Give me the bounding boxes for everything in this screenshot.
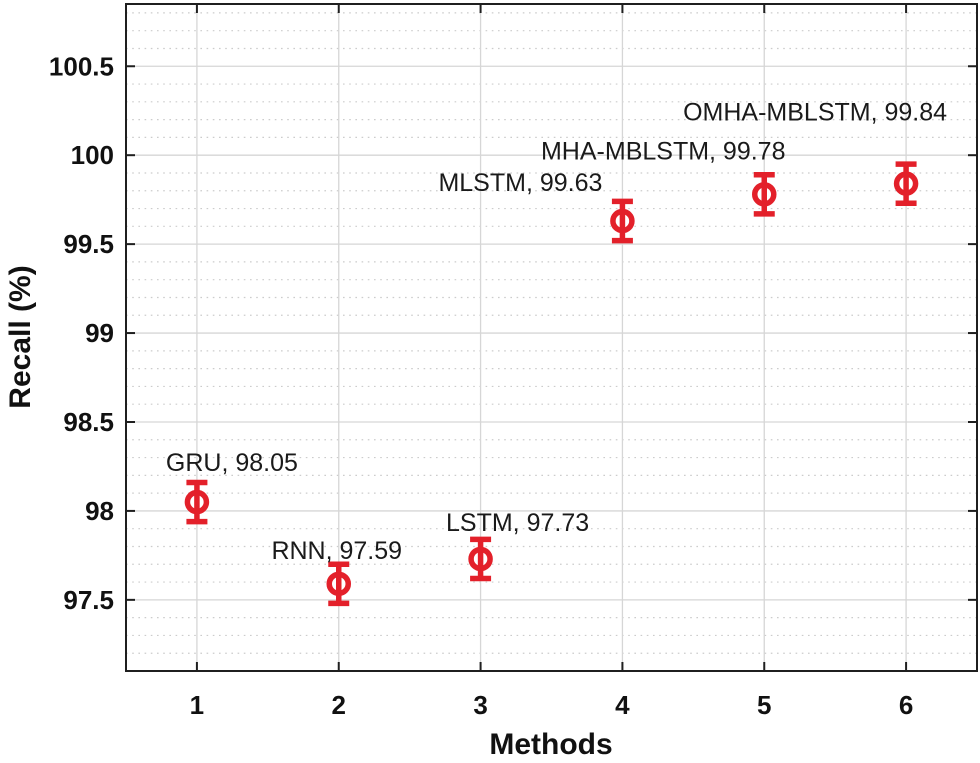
point-annotation: OMHA-MBLSTM, 99.84 <box>683 99 947 127</box>
data-point-rnn <box>326 561 351 607</box>
point-annotation: GRU, 98.05 <box>166 449 298 477</box>
data-point-lstm <box>468 536 493 582</box>
point-annotation: MHA-MBLSTM, 99.78 <box>541 137 786 165</box>
y-tick-label: 100 <box>71 140 114 170</box>
x-tick-label: 5 <box>757 690 771 720</box>
y-axis-title: Recall (%) <box>4 265 37 408</box>
x-axis-title: Methods <box>489 728 612 761</box>
annotation-layer: GRU, 98.05 RNN, 97.59 LSTM, 97.73 MLSTM, 99… <box>166 99 947 565</box>
x-tick-label: 1 <box>190 690 204 720</box>
axis-box <box>125 3 978 672</box>
x-tick-label: 2 <box>332 690 346 720</box>
series-layer <box>184 161 919 607</box>
y-tick-label: 99.5 <box>63 229 114 259</box>
data-point-omha-mblstm <box>893 161 919 206</box>
x-tick-label: 6 <box>899 690 913 720</box>
y-tick-label: 98 <box>85 496 114 526</box>
x-tick-label: 3 <box>473 690 487 720</box>
data-point-mlstm <box>610 198 635 244</box>
y-tick-label: 100.5 <box>49 51 114 81</box>
grid-layer <box>126 4 977 671</box>
y-tick-label: 99 <box>85 318 114 348</box>
axes-layer: 1 2 3 4 5 6 97.5 98 98.5 99 99.5 100 100.5 <box>49 3 978 720</box>
y-tick-label: 97.5 <box>63 585 114 615</box>
point-annotation: RNN, 97.59 <box>271 537 402 565</box>
data-point-gru <box>184 479 210 525</box>
point-annotation: LSTM, 97.73 <box>446 509 589 537</box>
y-tick-label: 98.5 <box>63 407 114 437</box>
data-point-mha-mblstm <box>752 172 777 217</box>
x-tick-label: 4 <box>615 690 630 720</box>
point-annotation: MLSTM, 99.63 <box>438 169 602 197</box>
